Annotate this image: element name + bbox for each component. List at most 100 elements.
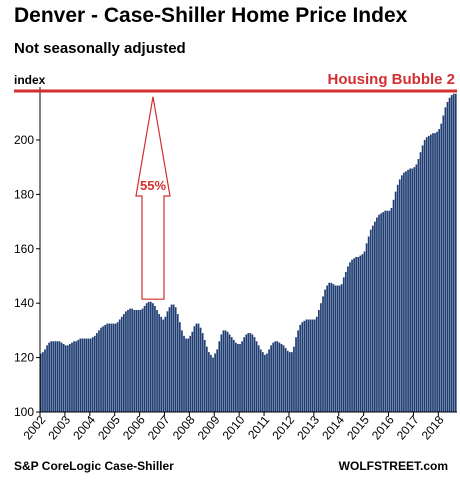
bar	[423, 139, 426, 412]
bar	[374, 221, 376, 412]
bar	[334, 285, 337, 412]
chart-title: Denver - Case-Shiller Home Price Index	[14, 4, 408, 27]
bar	[307, 319, 310, 412]
bar	[210, 354, 212, 412]
bar	[282, 345, 285, 412]
bar	[183, 335, 185, 412]
x-tick-label: 2009	[195, 413, 223, 443]
y-axis-label: index	[14, 73, 46, 87]
bar	[365, 243, 368, 412]
x-tick-label: 2015	[344, 413, 372, 443]
bar	[208, 352, 210, 412]
bar	[430, 134, 432, 412]
bar	[417, 159, 420, 412]
bar	[75, 341, 77, 412]
x-tick-label: 2011	[245, 413, 273, 442]
bar	[81, 338, 84, 412]
bar	[276, 341, 279, 412]
bar	[241, 341, 243, 412]
increase-arrow	[135, 96, 171, 300]
bar	[332, 284, 335, 412]
bar	[344, 271, 347, 412]
bar	[141, 308, 144, 412]
bar	[83, 338, 86, 412]
housing-bubble-label: Housing Bubble 2	[328, 71, 456, 88]
bar	[48, 342, 50, 412]
bar	[143, 305, 146, 412]
bar	[218, 341, 221, 412]
bar	[266, 353, 268, 412]
x-tick-label: 2004	[70, 413, 98, 443]
bar	[116, 322, 119, 412]
bar	[120, 316, 123, 412]
bar	[224, 330, 227, 412]
bar	[58, 341, 61, 412]
bar	[56, 341, 59, 412]
x-tick-label: 2010	[220, 413, 248, 443]
bar	[326, 285, 328, 412]
bar	[442, 115, 445, 412]
bar	[237, 343, 239, 412]
x-tick-label: 2005	[95, 413, 123, 443]
bar	[371, 225, 374, 412]
bar	[191, 331, 194, 412]
bar	[232, 339, 235, 412]
bar	[87, 338, 90, 412]
bar	[278, 342, 281, 412]
x-tick-label: 2006	[120, 413, 148, 443]
bar	[448, 97, 451, 413]
bar	[139, 309, 142, 412]
bar	[214, 353, 216, 412]
bar	[257, 345, 260, 412]
bar	[249, 333, 252, 412]
bar	[60, 342, 63, 412]
bar	[44, 349, 46, 412]
bar	[305, 319, 308, 412]
bar	[384, 210, 387, 412]
bar	[162, 319, 165, 412]
bar	[85, 338, 88, 412]
bar	[145, 303, 148, 412]
bar	[89, 338, 92, 412]
bar	[261, 352, 264, 412]
bar	[108, 323, 111, 412]
bar	[369, 229, 372, 412]
bar	[166, 311, 169, 412]
bar	[118, 319, 121, 412]
bar	[104, 324, 107, 412]
bar	[102, 326, 104, 412]
bar	[77, 339, 80, 412]
bar	[174, 307, 177, 412]
bar	[295, 337, 297, 412]
bar	[407, 169, 409, 412]
bar	[380, 213, 382, 412]
bar	[170, 304, 173, 412]
bar	[125, 311, 127, 412]
bar	[64, 345, 67, 412]
bar	[436, 131, 438, 412]
bar	[363, 251, 366, 412]
bar	[293, 346, 295, 412]
bar	[313, 319, 316, 412]
bar	[454, 93, 457, 412]
bar	[330, 282, 333, 412]
bar	[367, 236, 370, 412]
bar	[185, 338, 187, 412]
bar	[328, 282, 331, 412]
bar	[66, 345, 69, 412]
bar	[220, 334, 223, 412]
bar	[434, 133, 436, 413]
bar	[129, 308, 131, 412]
bar	[392, 199, 395, 412]
bar	[388, 210, 391, 412]
increase-label: 55%	[140, 178, 166, 193]
bar	[355, 256, 358, 412]
bar	[149, 301, 152, 412]
bar	[96, 333, 98, 412]
bar	[193, 326, 196, 412]
bar	[280, 343, 283, 412]
bar	[122, 314, 125, 412]
bar	[349, 262, 351, 412]
bar	[112, 323, 115, 412]
